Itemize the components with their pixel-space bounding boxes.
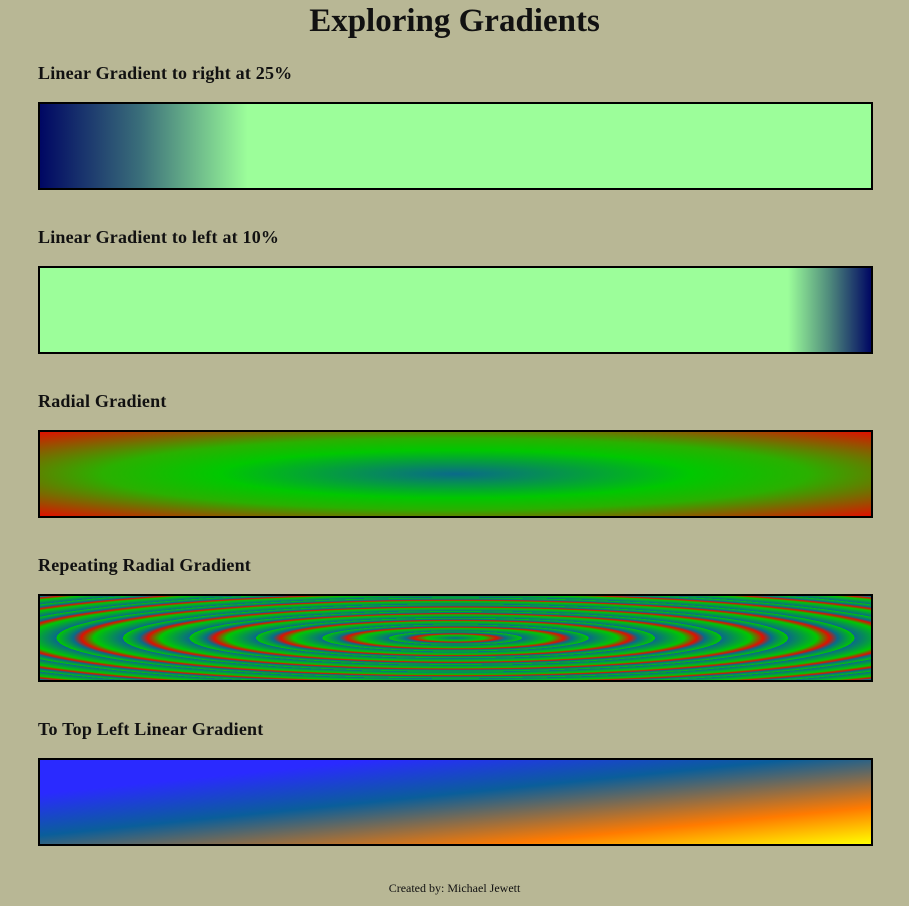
- section-linear-left: Linear Gradient to left at 10%: [38, 226, 873, 354]
- top-left-linear-gradient-box: [38, 758, 873, 846]
- section-radial: Radial Gradient: [38, 390, 873, 518]
- section-heading: Radial Gradient: [38, 391, 167, 411]
- section-heading: Linear Gradient to right at 25%: [38, 63, 293, 83]
- section-linear-right: Linear Gradient to right at 25%: [38, 62, 873, 190]
- repeating-radial-gradient-box: [38, 594, 873, 682]
- section-repeating-radial: Repeating Radial Gradient: [38, 554, 873, 682]
- radial-gradient-box: [38, 430, 873, 518]
- section-heading: Linear Gradient to left at 10%: [38, 227, 280, 247]
- footer-credit: Created by: Michael Jewett: [388, 881, 521, 895]
- section-top-left-linear: To Top Left Linear Gradient: [38, 718, 873, 846]
- section-heading: Repeating Radial Gradient: [38, 555, 252, 575]
- page-title: Exploring Gradients: [309, 3, 600, 39]
- section-heading: To Top Left Linear Gradient: [38, 719, 264, 739]
- linear-gradient-left-box: [38, 266, 873, 354]
- linear-gradient-right-box: [38, 102, 873, 190]
